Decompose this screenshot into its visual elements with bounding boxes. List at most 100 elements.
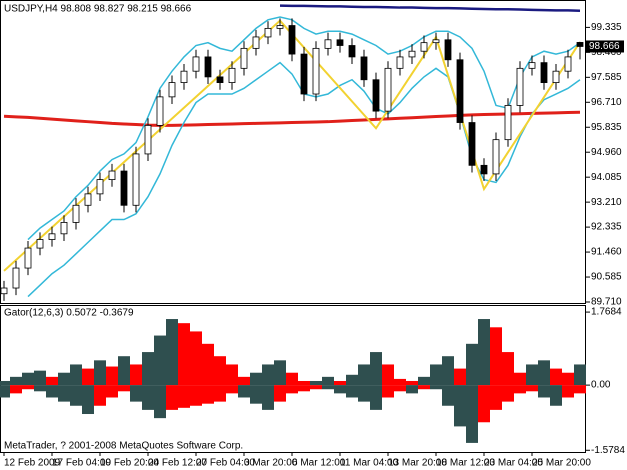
candle-body xyxy=(72,204,80,223)
gator-bar xyxy=(466,385,478,443)
gator-bar xyxy=(94,385,106,406)
candle-body xyxy=(492,139,500,175)
gator-bar xyxy=(226,364,238,386)
candle-body xyxy=(540,62,548,83)
candle-body xyxy=(144,124,152,155)
candle-body xyxy=(372,79,380,112)
gator-bar xyxy=(406,380,418,386)
y-tick-label: 90.585 xyxy=(591,272,622,283)
gator-bar xyxy=(466,343,478,386)
gator-bar xyxy=(70,364,82,386)
x-tick-label: 17 Feb 04:00 xyxy=(52,458,111,469)
candle-body xyxy=(288,25,296,55)
gator-bar xyxy=(430,364,442,386)
candle-body xyxy=(300,53,308,95)
x-tick-label: 13 Mar 20:00 xyxy=(388,458,447,469)
gator-bar xyxy=(526,385,538,392)
candle-body xyxy=(504,105,512,141)
marks: 99.335 98.460 97.585 96.710 95.835 94.960 94.0… xyxy=(0,4,625,469)
gator-bar xyxy=(82,368,94,386)
candle-body xyxy=(204,56,212,78)
gator-bar xyxy=(142,352,154,386)
gator-bar xyxy=(238,385,250,398)
gator-bar xyxy=(46,385,58,398)
gator-bar xyxy=(442,356,454,386)
candle-body xyxy=(132,153,140,206)
gator-bar xyxy=(154,385,166,419)
gator-bar xyxy=(562,385,574,398)
gator-bar xyxy=(262,385,274,410)
candle-body xyxy=(276,25,284,29)
candle-body xyxy=(348,45,356,58)
gator-bar xyxy=(70,385,82,406)
gator-bar xyxy=(166,385,178,410)
gator-bar xyxy=(250,372,262,386)
candle-body xyxy=(168,82,176,98)
gator-bar xyxy=(130,385,142,402)
gator-bar xyxy=(454,368,466,386)
candle-body xyxy=(96,179,104,195)
candle-body xyxy=(360,56,368,81)
last-price-box xyxy=(586,40,624,53)
gator-bar xyxy=(202,343,214,386)
candle-body xyxy=(324,39,332,49)
gator-bar xyxy=(250,385,262,404)
gator-bar xyxy=(118,385,130,392)
x-tick-label: 11 Mar 04:00 xyxy=(340,458,399,469)
gator-bar xyxy=(286,372,298,386)
gator-bar xyxy=(322,376,334,386)
gator-bar xyxy=(478,319,490,386)
gator-bar xyxy=(418,385,430,390)
gator-bar xyxy=(346,374,358,386)
gator-bar xyxy=(178,323,190,386)
gator-bar xyxy=(490,327,502,386)
y-tick-label: 99.335 xyxy=(591,22,622,33)
gator-bar xyxy=(406,385,418,394)
candle-body xyxy=(120,170,128,206)
candle-body xyxy=(228,67,236,83)
overlay-line xyxy=(279,4,581,12)
candle-body xyxy=(408,50,416,58)
chart-title: USDJPY,H4 98.808 98.827 98.215 98.666 xyxy=(4,4,192,15)
gator-bar xyxy=(430,385,442,390)
gator-bar xyxy=(190,331,202,386)
gator-bar xyxy=(34,370,46,386)
candle-body xyxy=(156,96,164,126)
gator-bar xyxy=(334,385,346,394)
candle-body xyxy=(432,39,440,44)
gator-bar xyxy=(382,385,394,398)
last-price-label: 98.666 xyxy=(589,41,620,52)
candle-body xyxy=(576,42,584,47)
gator-bar xyxy=(214,356,226,386)
gator-bar xyxy=(106,385,118,398)
gator-bar xyxy=(298,380,310,386)
gator-bar xyxy=(22,372,34,386)
overlay-line xyxy=(3,19,581,272)
indicator-title: Gator(12,6,3) 0.5072 -0.3679 xyxy=(4,308,134,319)
gator-bar xyxy=(514,372,526,386)
x-tick-label: 19 Feb 20:00 xyxy=(100,458,159,469)
candle-body xyxy=(0,287,8,295)
gator-bar xyxy=(142,385,154,410)
gator-bar xyxy=(10,376,22,386)
gator-bar xyxy=(22,385,34,390)
candle-body xyxy=(480,164,488,175)
gator-bar xyxy=(370,352,382,386)
gator-bar xyxy=(418,376,430,386)
gator-bar xyxy=(106,366,118,386)
x-tick-label: 27 Feb 04:00 xyxy=(196,458,255,469)
gator-bar xyxy=(238,376,250,386)
gator-bar xyxy=(526,364,538,386)
candle-body xyxy=(456,59,464,123)
y-tick-label: 94.085 xyxy=(591,172,622,183)
gator-bar xyxy=(190,385,202,406)
candle-body xyxy=(48,233,56,240)
gator-bar xyxy=(442,385,454,406)
candle-body xyxy=(240,47,248,69)
y-tick-label: 1.7684 xyxy=(591,307,622,318)
gator-bar xyxy=(130,364,142,386)
gator-bar xyxy=(94,360,106,386)
candle-body xyxy=(312,47,320,95)
